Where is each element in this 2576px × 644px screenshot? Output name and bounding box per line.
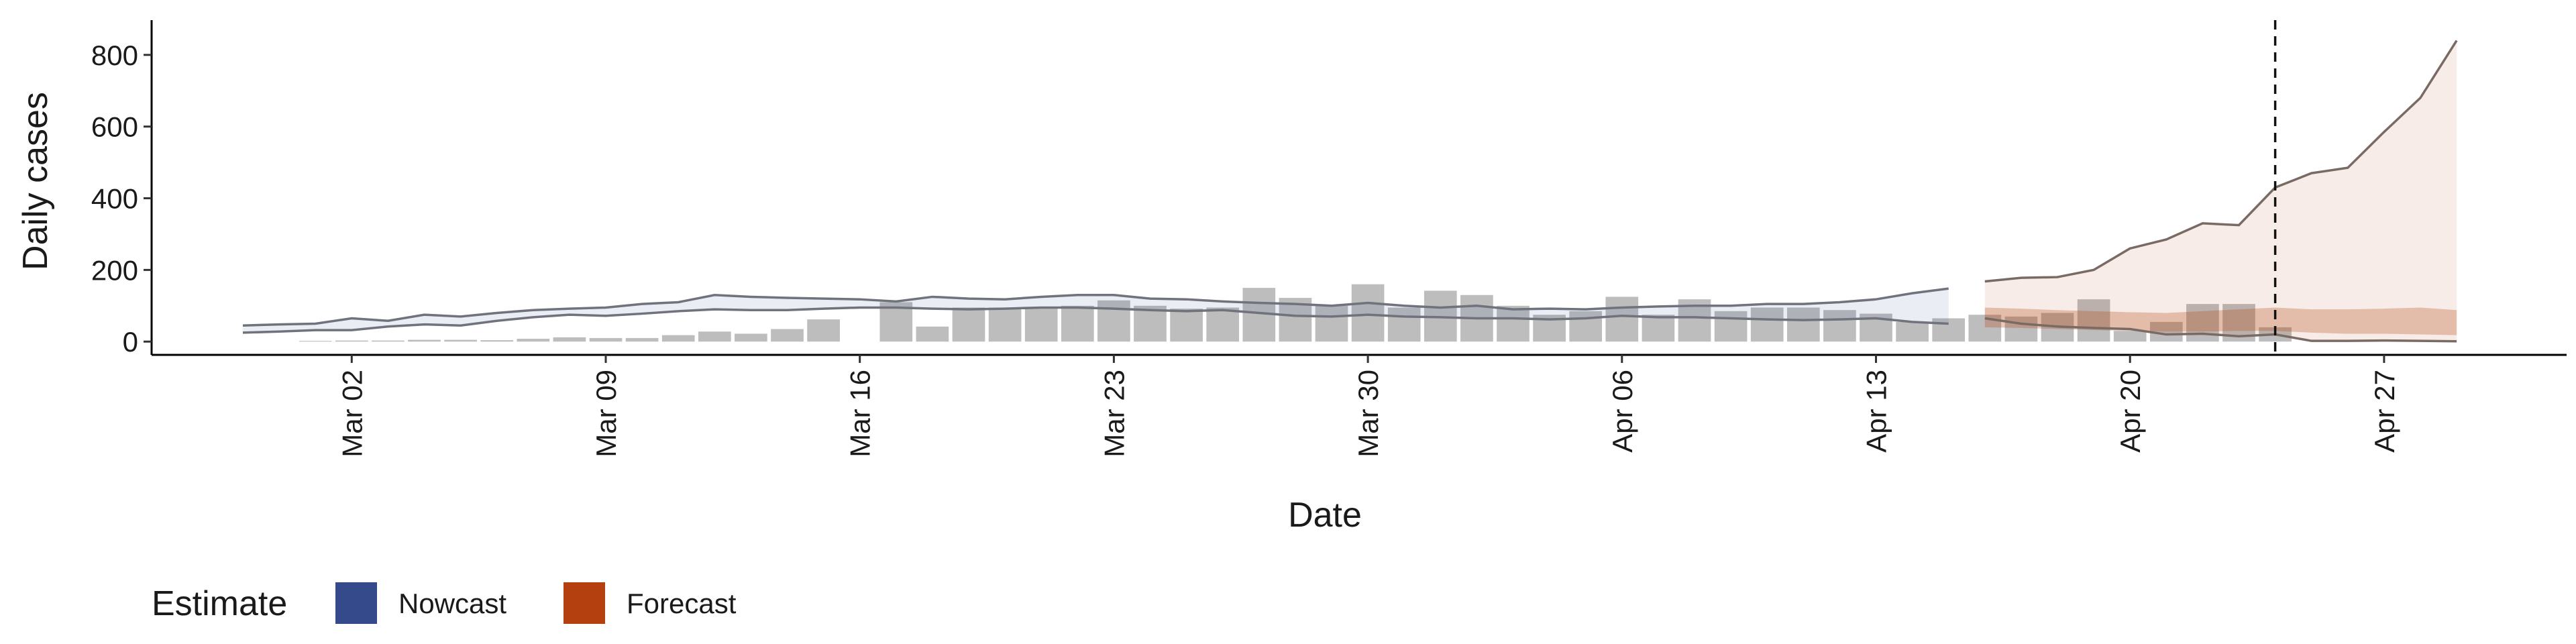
bar bbox=[988, 307, 1022, 342]
bar bbox=[517, 338, 550, 342]
bar bbox=[372, 340, 405, 342]
bar bbox=[1896, 321, 1929, 342]
bar bbox=[771, 329, 804, 342]
bar bbox=[2113, 331, 2147, 342]
bar bbox=[698, 331, 731, 342]
y-tick-label: 400 bbox=[91, 183, 138, 215]
legend-label: Nowcast bbox=[398, 588, 506, 619]
bound-line bbox=[242, 306, 1949, 334]
bar bbox=[1134, 305, 1167, 342]
bar bbox=[807, 319, 840, 342]
bound-line bbox=[1984, 317, 2457, 343]
y-tick-label: 800 bbox=[91, 40, 138, 71]
ribbon bbox=[1984, 40, 2457, 341]
bar bbox=[1206, 307, 1240, 342]
bar bbox=[1170, 309, 1203, 342]
bar bbox=[1642, 315, 1675, 342]
bar bbox=[553, 337, 586, 342]
bar bbox=[1387, 307, 1421, 342]
y-axis-title: Daily cases bbox=[16, 92, 55, 270]
bar bbox=[480, 340, 514, 342]
legend-title: Estimate bbox=[152, 584, 287, 623]
bar bbox=[1569, 311, 1603, 342]
bound-line bbox=[1984, 40, 2458, 283]
bound-line bbox=[242, 287, 1949, 327]
legend-swatch bbox=[564, 582, 605, 624]
bar bbox=[1714, 311, 1748, 342]
bar bbox=[735, 333, 767, 342]
x-tick-label: Mar 30 bbox=[1352, 370, 1384, 458]
bar bbox=[1750, 307, 1784, 342]
x-tick-label: Apr 06 bbox=[1607, 370, 1638, 453]
bar bbox=[625, 337, 659, 342]
x-tick-label: Mar 02 bbox=[336, 370, 368, 458]
bar bbox=[1497, 305, 1529, 342]
bar bbox=[661, 335, 695, 342]
x-tick-label: Apr 13 bbox=[1861, 370, 1892, 453]
x-tick-label: Apr 27 bbox=[2369, 370, 2400, 453]
bar bbox=[1351, 284, 1385, 342]
bar bbox=[1786, 307, 1820, 342]
bar bbox=[1605, 297, 1639, 342]
bar bbox=[444, 339, 477, 342]
legend-swatch bbox=[335, 582, 377, 624]
bar bbox=[1823, 310, 1856, 342]
x-tick-label: Mar 16 bbox=[845, 370, 876, 458]
x-tick-label: Apr 20 bbox=[2114, 370, 2146, 453]
y-tick-label: 0 bbox=[123, 326, 138, 358]
bar bbox=[1315, 305, 1348, 342]
legend-label: Forecast bbox=[627, 588, 737, 619]
y-tick-label: 200 bbox=[91, 254, 138, 286]
bar bbox=[952, 307, 985, 342]
bar bbox=[408, 339, 441, 342]
x-axis-title: Date bbox=[1288, 496, 1362, 535]
bar bbox=[2077, 299, 2110, 342]
bar bbox=[335, 340, 368, 342]
bar bbox=[1061, 305, 1094, 342]
bar bbox=[916, 326, 949, 342]
ribbon bbox=[243, 288, 1949, 333]
bar bbox=[1024, 307, 1058, 342]
y-tick-label: 600 bbox=[91, 111, 138, 143]
x-tick-label: Mar 09 bbox=[590, 370, 622, 458]
x-tick-label: Mar 23 bbox=[1098, 370, 1130, 458]
bar bbox=[589, 337, 623, 342]
bar bbox=[2004, 316, 2038, 342]
